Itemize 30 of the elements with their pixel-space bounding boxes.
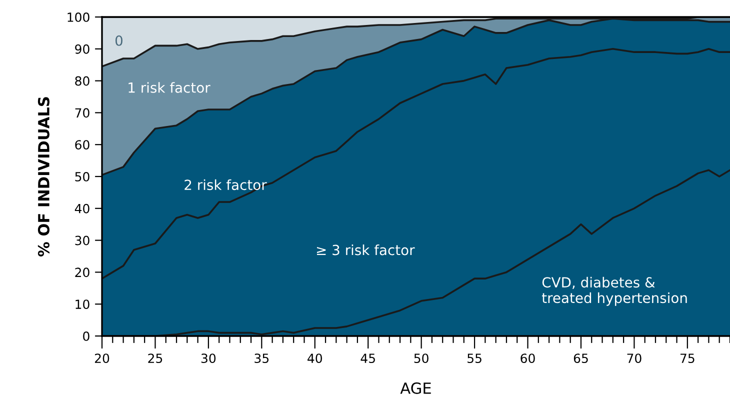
x-tick-label: 45 — [360, 354, 375, 364]
x-tick-label: 25 — [148, 354, 162, 364]
y-tick-label: 70 — [75, 108, 90, 118]
y-tick-label: 40 — [74, 204, 90, 214]
x-tick-label: 65 — [574, 354, 588, 364]
series-label: 2 risk factor — [184, 179, 267, 190]
x-tick-label: 50 — [414, 354, 428, 364]
series-label: 1 risk factor — [128, 82, 210, 93]
x-tick-label: 30 — [201, 354, 216, 364]
x-tick-label: 75 — [680, 354, 694, 364]
y-tick-label: 90 — [75, 44, 90, 54]
y-tick-label: 0 — [83, 331, 90, 341]
y-tick-label: 100 — [68, 12, 90, 22]
y-tick-label: 60 — [75, 140, 90, 150]
x-tick-label: 60 — [520, 354, 535, 364]
y-tick-label: 50 — [75, 172, 90, 182]
y-tick-label: 30 — [75, 236, 90, 246]
series-label: ≥ 3 risk factor — [316, 244, 415, 256]
x-axis-title: AGE — [400, 382, 431, 394]
x-tick-label: 20 — [94, 354, 110, 364]
series-label: CVD, diabetes & treated hypertension — [542, 276, 687, 306]
x-tick-label: 35 — [254, 354, 269, 364]
x-tick-label: 40 — [308, 354, 322, 364]
y-tick-label: 20 — [75, 268, 90, 278]
y-tick-label: 80 — [75, 76, 90, 86]
y-axis-title: % OF INDIVIDUALS — [38, 97, 50, 256]
x-tick-label: 70 — [627, 354, 642, 364]
x-tick-label: 55 — [468, 354, 482, 364]
series-label: 0 — [115, 35, 122, 46]
y-tick-label: 10 — [76, 300, 90, 310]
